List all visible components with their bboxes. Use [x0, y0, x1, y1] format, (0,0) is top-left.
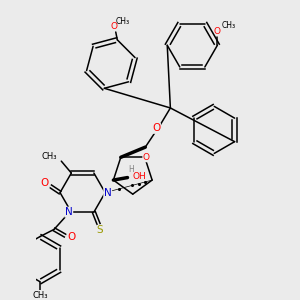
- Text: O: O: [214, 27, 221, 36]
- Text: N: N: [104, 188, 112, 198]
- Text: O: O: [111, 22, 118, 31]
- Text: CH₃: CH₃: [41, 152, 57, 161]
- Text: CH₃: CH₃: [116, 16, 130, 26]
- Text: CH₃: CH₃: [32, 291, 48, 300]
- Text: O: O: [152, 123, 160, 133]
- Text: O: O: [143, 153, 150, 162]
- Text: O: O: [67, 232, 76, 242]
- Text: OH: OH: [133, 172, 147, 182]
- Text: O: O: [41, 178, 49, 188]
- Text: CH₃: CH₃: [221, 21, 236, 30]
- Text: S: S: [97, 225, 104, 235]
- Text: N: N: [65, 207, 73, 217]
- Text: H: H: [129, 165, 134, 174]
